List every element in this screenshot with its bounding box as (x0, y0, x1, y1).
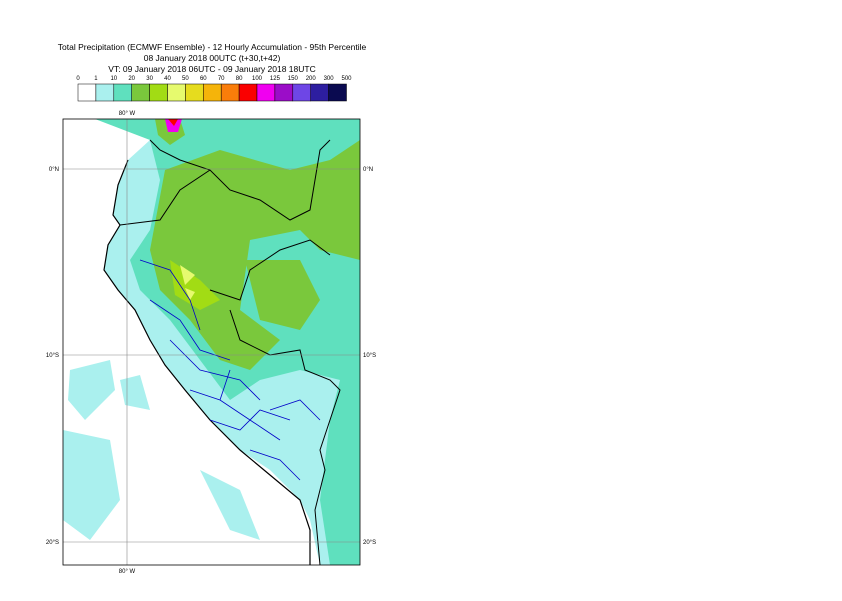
legend-level: 30 (146, 76, 153, 82)
legend-level: 150 (288, 76, 299, 82)
legend-level: 70 (218, 76, 225, 82)
title-line: Total Precipitation (ECMWF Ensemble) - 1… (58, 42, 367, 52)
legend: 0 1 10 20 30 40 50 60 70 80 100 125 150 200 300 500 (76, 76, 352, 102)
legend-swatch (185, 83, 204, 102)
legend-swatch (238, 83, 258, 102)
lat-label: 0°N (49, 167, 59, 173)
lat-label: 10°S (363, 353, 376, 359)
title-line: 08 January 2018 00UTC (t+30,t+42) (144, 53, 281, 63)
lat-label: 10°S (46, 353, 59, 359)
legend-swatch (220, 83, 240, 102)
lat-label: 0°N (363, 167, 373, 173)
legend-swatch (203, 83, 222, 102)
legend-swatch (95, 83, 115, 102)
legend-level: 80 (236, 76, 243, 82)
legend-swatch (131, 83, 150, 102)
boundaries (103, 139, 341, 565)
legend-level: 100 (252, 76, 263, 82)
legend-level: 200 (306, 76, 317, 82)
legend-swatch (292, 83, 311, 102)
legend-swatch (149, 83, 168, 102)
legend-swatch (113, 83, 132, 102)
map-frame (62, 118, 361, 566)
legend-level: 50 (182, 76, 189, 82)
legend-level: 60 (200, 76, 207, 82)
title-line: VT: 09 January 2018 06UTC - 09 January 2… (108, 64, 315, 74)
lat-label: 20°S (46, 540, 59, 546)
legend-level: 1 (94, 76, 98, 82)
legend-swatch (274, 83, 294, 102)
legend-swatch (310, 83, 329, 102)
legend-level: 0 (76, 76, 80, 82)
legend-swatch (328, 83, 347, 102)
lon-label: 80° W (119, 569, 136, 575)
legend-swatch (167, 83, 186, 102)
precipitation-field (63, 119, 360, 565)
legend-level: 500 (341, 76, 352, 82)
legend-level: 125 (270, 76, 281, 82)
legend-level: 10 (110, 76, 117, 82)
legend-swatch (256, 83, 276, 102)
graticule (63, 119, 360, 565)
lat-label: 20°S (363, 540, 376, 546)
lon-label: 80° W (119, 111, 136, 117)
legend-level: 40 (164, 76, 171, 82)
legend-level: 20 (128, 76, 135, 82)
legend-level: 300 (324, 76, 335, 82)
map: 80° W 80° W 0°N 0°N 10°S 10°S 20°S 20°S (46, 111, 376, 575)
legend-swatch (77, 83, 97, 102)
